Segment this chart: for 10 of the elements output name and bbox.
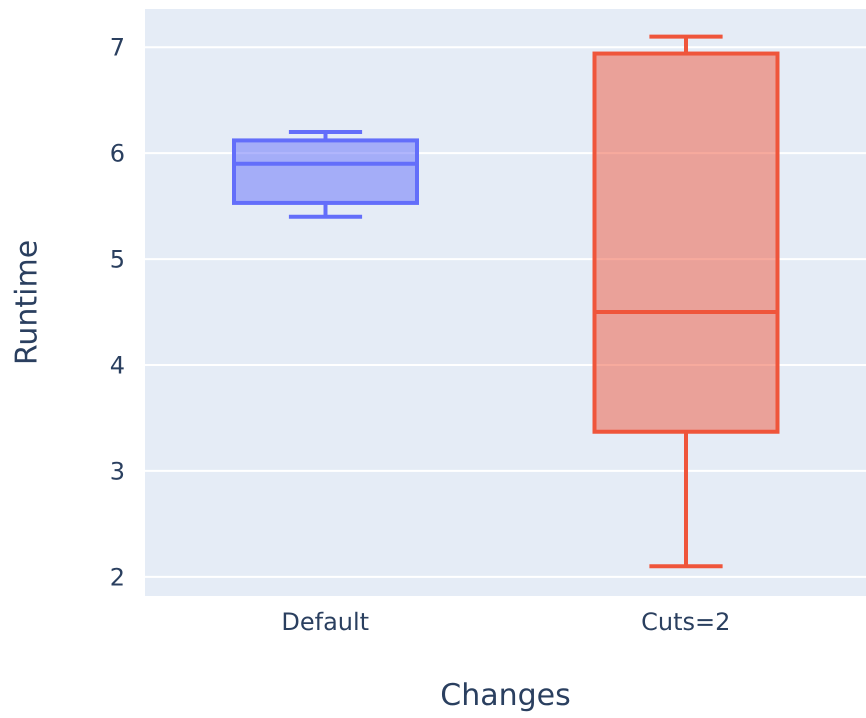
x-axis-title: Changes xyxy=(440,678,571,713)
y-tick-label: 7 xyxy=(110,34,125,62)
y-axis-title: Runtime xyxy=(10,240,45,366)
y-tick-label: 2 xyxy=(110,563,125,592)
y-tick-label: 4 xyxy=(110,352,125,380)
y-tick-label: 6 xyxy=(110,140,125,168)
y-tick-label: 3 xyxy=(110,457,125,486)
x-tick-label: Default xyxy=(281,608,370,636)
y-tick-label: 5 xyxy=(110,246,125,274)
x-tick-label: Cuts=2 xyxy=(641,608,730,636)
